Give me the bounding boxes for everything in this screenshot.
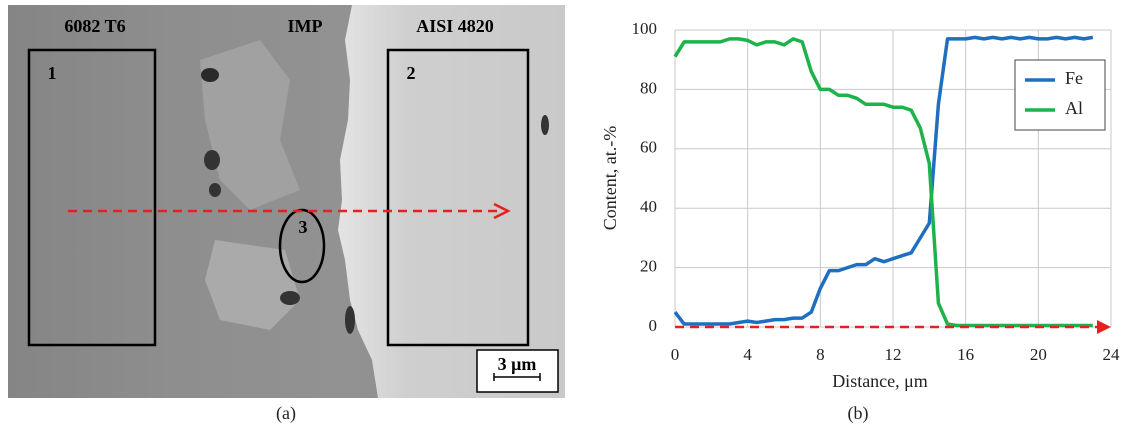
x-tick-label: 4	[743, 345, 752, 364]
region-box	[27, 48, 157, 347]
legend-label: Fe	[1065, 68, 1083, 88]
y-axis-label: Content, at.-%	[600, 126, 620, 230]
micrograph: 6082 T6 IMP AISI 4820 1 2 3 3 μm	[8, 5, 565, 398]
steel-region	[338, 5, 565, 398]
caption: (a)	[276, 403, 296, 424]
imp-feature	[200, 40, 300, 210]
spot	[201, 68, 219, 82]
scan-arrow	[493, 202, 511, 220]
x-tick-label: 24	[1103, 345, 1121, 364]
region-label: 1	[48, 63, 57, 83]
x-tick-label: 20	[1030, 345, 1047, 364]
x-tick-label: 16	[957, 345, 974, 364]
y-tick-label: 80	[640, 78, 657, 97]
legend-box	[1014, 59, 1106, 131]
spot	[209, 183, 221, 197]
material-label: IMP	[288, 16, 323, 36]
x-tick-label: 8	[816, 345, 825, 364]
spot	[541, 115, 549, 135]
legend-label: Al	[1065, 98, 1083, 118]
material-label: AISI 4820	[416, 16, 494, 36]
y-tick-label: 0	[649, 316, 658, 335]
line	[673, 37, 1093, 328]
y-tick-label: 100	[632, 19, 658, 38]
y-tick-label: 60	[640, 138, 657, 157]
scale-box	[476, 349, 559, 393]
region-label: 3	[299, 217, 308, 237]
y-tick-label: 40	[640, 197, 657, 216]
x-tick-label: 12	[885, 345, 902, 364]
x-tick-label: 0	[671, 345, 680, 364]
spot	[345, 306, 355, 334]
scale-bar	[493, 373, 541, 381]
axis-arrow-head	[1097, 320, 1111, 334]
region-box	[386, 48, 530, 347]
imp-feature	[205, 240, 300, 330]
caption: (b)	[848, 403, 869, 424]
spot	[204, 150, 220, 170]
region-label: 2	[407, 63, 416, 83]
x-axis-label: Distance, μm	[832, 371, 928, 391]
line	[673, 35, 1094, 326]
material-label: 6082 T6	[64, 16, 125, 36]
y-tick-label: 20	[640, 257, 657, 276]
plot: 0 20 40 60 80 100 0 4 8 12 16 20 24 Fe Al	[632, 19, 1121, 364]
spot	[280, 291, 300, 305]
scale-label: 3 μm	[498, 354, 537, 374]
